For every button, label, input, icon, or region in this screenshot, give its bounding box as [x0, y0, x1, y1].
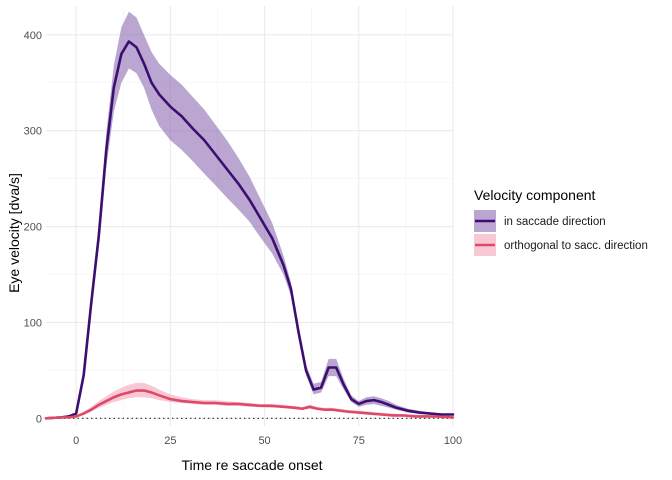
x-tick-label: 100: [444, 435, 462, 447]
y-tick-label: 300: [24, 126, 42, 138]
band-series-1: [46, 11, 453, 419]
legend-label-1: in saccade direction: [504, 216, 606, 228]
line-series-1: [44, 40, 455, 420]
legend-title: Velocity component: [474, 187, 596, 203]
x-tick-labels: 0 25 50 75 100: [73, 435, 462, 447]
legend: Velocity component in saccade direction o…: [474, 187, 648, 256]
y-axis-title: Eye velocity [dva/s]: [6, 173, 22, 293]
series-lines: [44, 40, 455, 420]
confidence-bands: [46, 11, 453, 419]
y-tick-label: 100: [24, 317, 42, 329]
x-tick-label: 75: [353, 435, 365, 447]
legend-label-2: orthogonal to sacc. direction: [504, 240, 648, 252]
x-tick-label: 25: [164, 435, 176, 447]
x-tick-label: 0: [73, 435, 79, 447]
legend-entries: in saccade direction orthogonal to sacc. …: [474, 210, 648, 256]
x-tick-label: 50: [258, 435, 270, 447]
y-tick-labels: 0 100 200 300 400: [24, 30, 42, 426]
y-tick-label: 0: [36, 413, 42, 425]
y-tick-label: 200: [24, 222, 42, 234]
minor-gridlines: [46, 6, 453, 426]
x-axis-title: Time re saccade onset: [181, 457, 322, 473]
line-series-2: [44, 389, 455, 420]
plot-area: [44, 6, 455, 426]
y-tick-label: 400: [24, 30, 42, 42]
